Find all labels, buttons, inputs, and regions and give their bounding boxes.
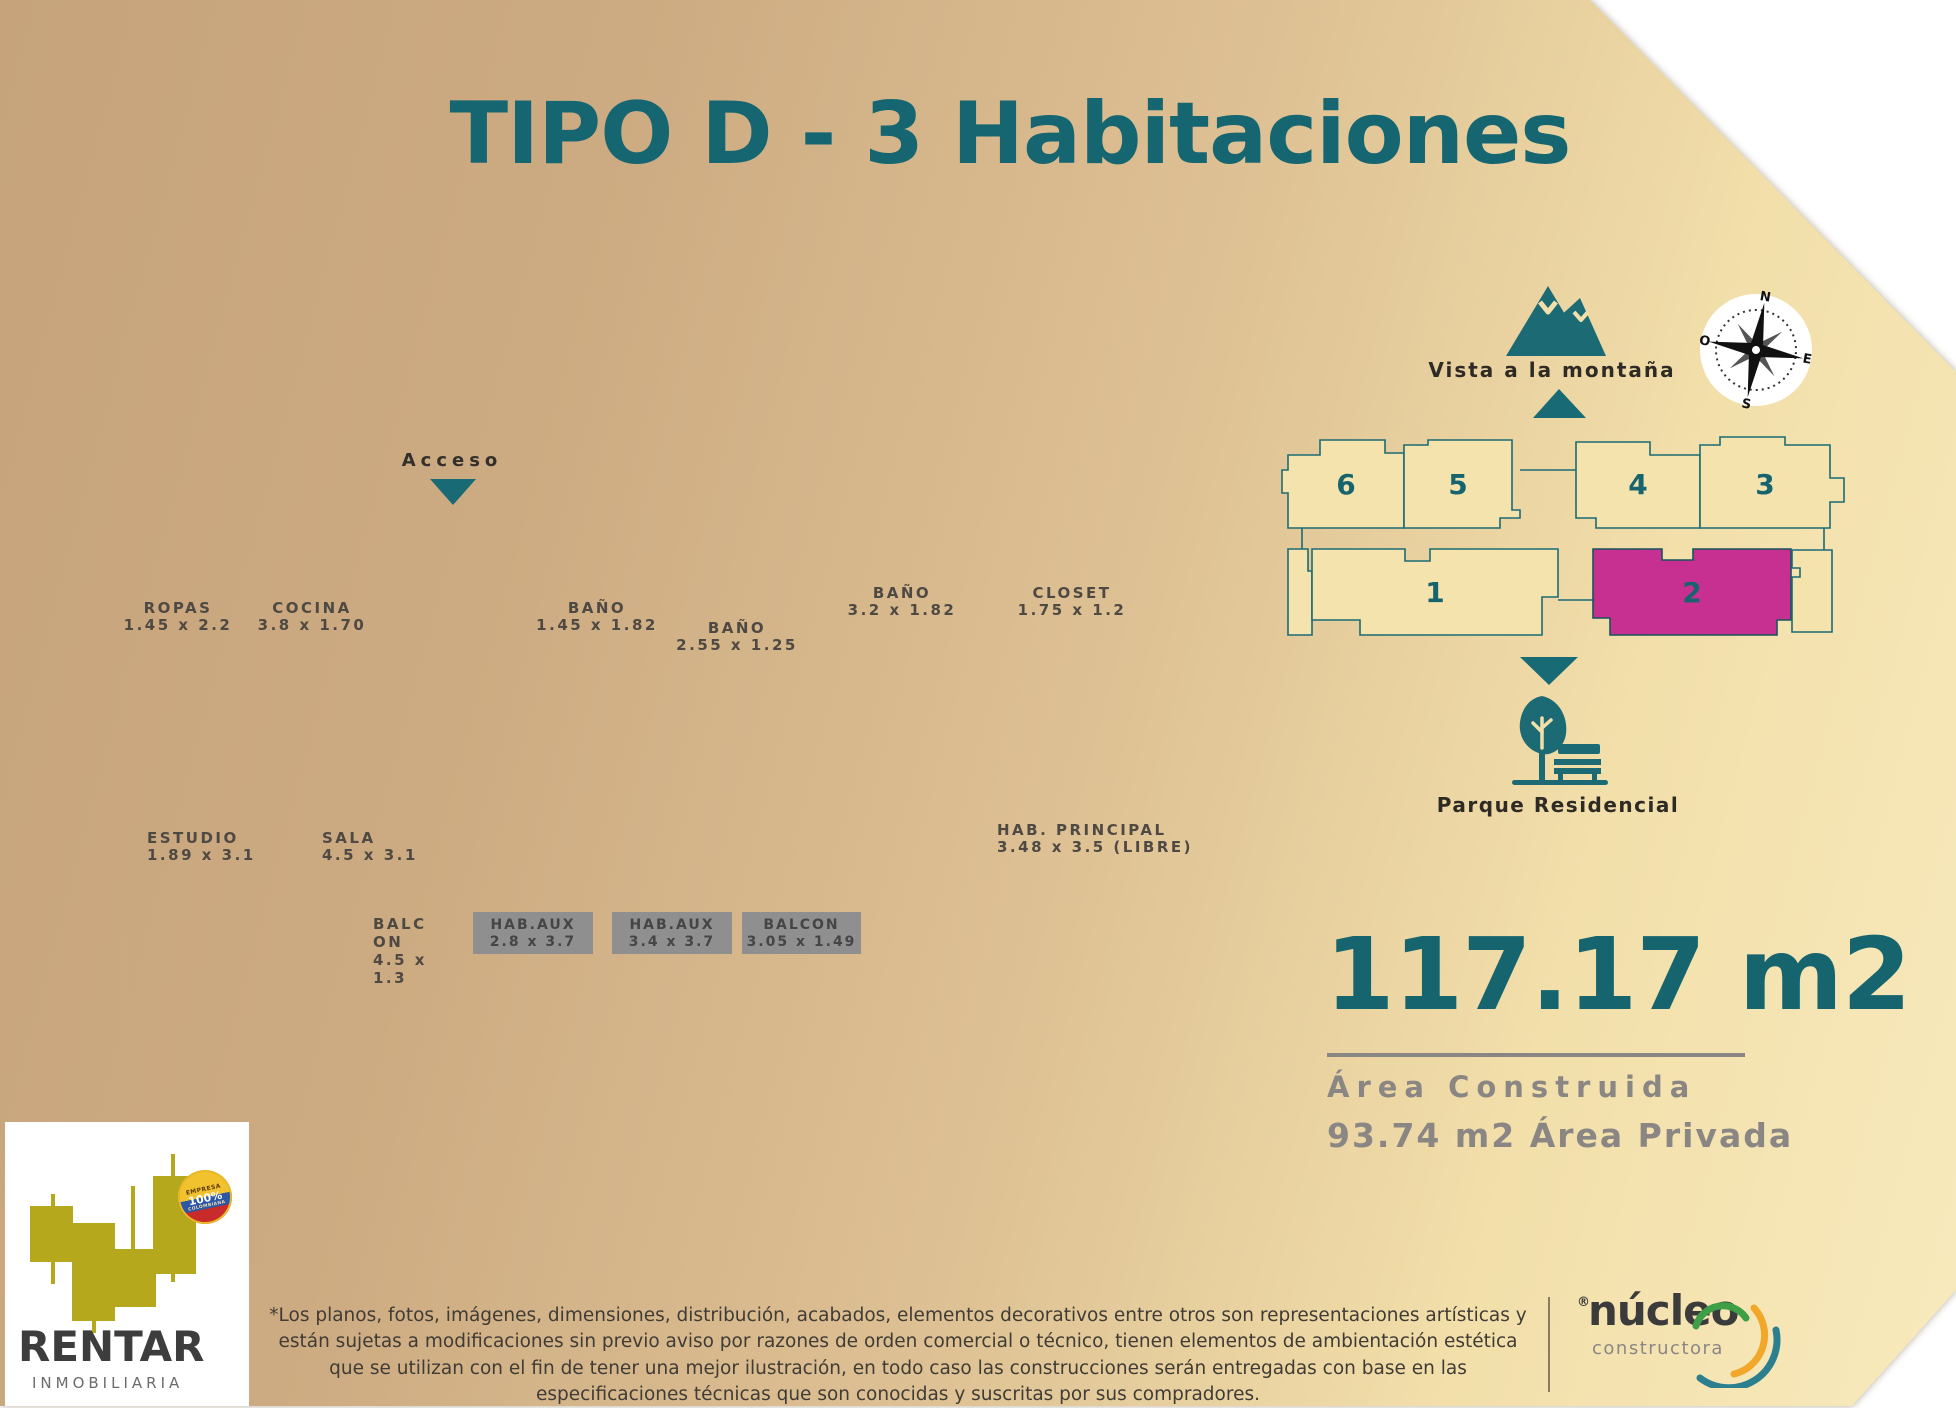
unit-1-label: 1: [1425, 576, 1444, 609]
room-dims: 4.5 x 1.3: [373, 951, 427, 987]
footer-divider: [1548, 1297, 1550, 1392]
park-icon: [1512, 696, 1608, 785]
nucleo-logo-subtext: constructora: [1592, 1338, 1724, 1359]
room-label-cocina: COCINA 3.8 x 1.70: [258, 600, 367, 634]
vista-label: Vista a la montaña: [1428, 358, 1676, 382]
keyplan-up-arrow: [1533, 389, 1586, 418]
private-area-label: 93.74 m2 Área Privada: [1327, 1116, 1794, 1155]
aux-box-hab-aux-1: HAB.AUX 2.8 x 3.7: [473, 912, 593, 954]
building-keyplan: 6 5 4 3 1 2: [1281, 389, 1845, 685]
compass-s-label: S: [1740, 396, 1752, 412]
rentar-logo-text: RENTAR: [18, 1322, 205, 1371]
nucleo-swoosh-icon: [1692, 1302, 1781, 1388]
access-arrow-icon: [430, 479, 476, 505]
rentar-logo-subtext: INMOBILIARIA: [32, 1374, 184, 1392]
room-name: COCINA: [272, 599, 352, 617]
room-dims: 1.75 x 1.2: [1017, 601, 1127, 619]
built-area-label: Área Construida: [1327, 1070, 1697, 1104]
keyplan-down-arrow: [1520, 657, 1578, 685]
unit-6-label: 6: [1336, 468, 1355, 501]
compass-icon: N E S O: [1698, 289, 1813, 412]
room-name: BALCON: [763, 917, 840, 933]
room-dims: 1.45 x 1.82: [536, 616, 658, 634]
room-label-balcon: BALCON 4.5 x 1.3: [373, 915, 439, 987]
total-area-value: 117.17 m2: [1325, 916, 1911, 1033]
room-name: BAÑO: [567, 599, 627, 617]
room-dims: 2.55 x 1.25: [676, 636, 798, 654]
page-title: TIPO D - 3 Habitaciones: [449, 84, 1572, 184]
disclaimer-text: *Los planos, fotos, imágenes, dimensione…: [269, 1305, 1527, 1405]
room-label-hab-principal: HAB. PRINCIPAL 3.48 x 3.5 (LIBRE): [997, 822, 1193, 856]
room-name: SALA: [322, 829, 376, 847]
room-dims: 1.89 x 3.1: [147, 846, 256, 864]
room-name: HAB.AUX: [490, 917, 576, 933]
unit-2-label: 2: [1682, 576, 1701, 609]
unit-5-label: 5: [1448, 468, 1467, 501]
area-divider-line: [1327, 1053, 1745, 1057]
room-dims: 3.4 x 3.7: [628, 934, 716, 950]
keyplan-unit-2-highlight: [1592, 548, 1792, 636]
room-name: BAÑO: [872, 584, 932, 602]
room-name: ESTUDIO: [147, 829, 239, 847]
rentar-logo-box: EMPRESA 100% COLOMBIANA: [5, 1122, 249, 1406]
mountain-icon: [1506, 286, 1606, 356]
room-label-bano-3: BAÑO 3.2 x 1.82: [848, 585, 957, 619]
room-dims: 2.8 x 3.7: [489, 934, 577, 950]
room-name: HAB. PRINCIPAL: [997, 821, 1167, 839]
compass-o-label: O: [1698, 333, 1711, 350]
room-label-sala: SALA 4.5 x 3.1: [322, 830, 418, 864]
unit-4-label: 4: [1628, 468, 1647, 501]
room-name: BAÑO: [707, 619, 767, 637]
nucleo-registered-mark: ®: [1577, 1295, 1590, 1310]
compass-n-label: N: [1759, 289, 1772, 306]
room-label-closet: CLOSET 1.75 x 1.2: [1018, 585, 1127, 619]
room-name: ROPAS: [143, 599, 213, 617]
room-dims: 3.2 x 1.82: [847, 601, 957, 619]
aux-box-hab-aux-2: HAB.AUX 3.4 x 3.7: [612, 912, 732, 954]
access-label: Acceso: [401, 450, 503, 471]
unit-3-label: 3: [1755, 468, 1774, 501]
room-label-bano-1: BAÑO 1.45 x 1.82: [536, 600, 658, 634]
room-dims: 3.8 x 1.70: [257, 616, 367, 634]
room-name: BALCON: [373, 915, 427, 951]
room-dims: 4.5 x 3.1: [322, 846, 418, 864]
room-dims: 1.45 x 2.2: [123, 616, 233, 634]
park-label: Parque Residencial: [1436, 793, 1680, 817]
room-name: HAB.AUX: [629, 917, 715, 933]
aux-box-balcon: BALCON 3.05 x 1.49: [742, 912, 861, 954]
compass-e-label: E: [1801, 351, 1812, 367]
room-label-estudio: ESTUDIO 1.89 x 3.1: [147, 830, 256, 864]
rentar-candlestick-icon: [30, 1154, 196, 1333]
room-label-ropas: ROPAS 1.45 x 2.2: [124, 600, 233, 634]
room-name: CLOSET: [1032, 584, 1112, 602]
room-dims: 3.05 x 1.49: [746, 934, 857, 950]
room-dims: 3.48 x 3.5 (LIBRE): [997, 838, 1194, 856]
room-label-bano-2: BAÑO 2.55 x 1.25: [676, 620, 798, 654]
